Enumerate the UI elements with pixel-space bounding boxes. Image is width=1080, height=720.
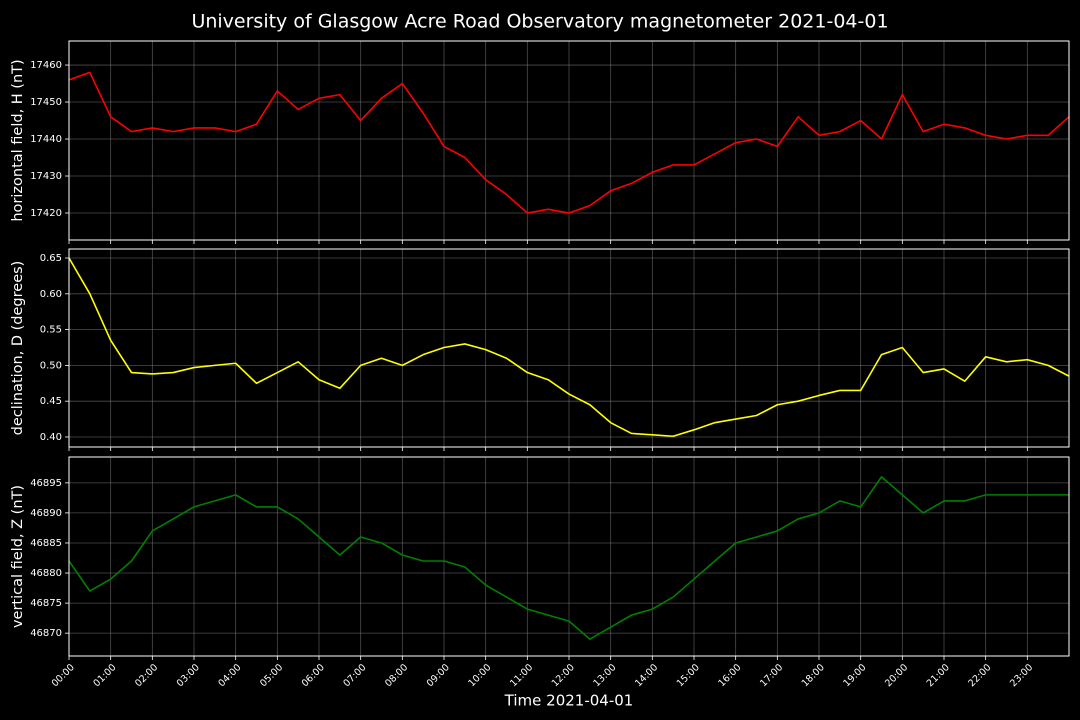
x-axis-label: Time 2021-04-01 [504, 692, 634, 710]
y-tick-label: 0.60 [40, 289, 62, 300]
panel-frame [68, 248, 1070, 448]
y-tick-label: 0.65 [40, 253, 62, 264]
data-line [68, 71, 1070, 214]
y-tick-label: 46895 [30, 478, 62, 489]
data-line [68, 257, 1070, 438]
figure-title: University of Glasgow Acre Road Observat… [191, 11, 888, 33]
y-tick-label: 0.55 [40, 325, 62, 336]
y-tick-label: 0.50 [40, 360, 62, 371]
y-tick-label: 17440 [30, 134, 62, 145]
panel-frame [68, 40, 1070, 241]
y-axis-label: vertical field, Z (nT) [10, 485, 26, 628]
y-tick-label: 46870 [30, 628, 62, 639]
data-line [68, 476, 1069, 640]
y-tick-label: 17430 [30, 171, 62, 182]
y-tick-label: 46890 [30, 508, 62, 519]
y-tick-label: 46880 [30, 568, 62, 579]
y-tick-label: 17420 [30, 208, 62, 219]
panel-frame [68, 456, 1070, 657]
y-tick-label: 17460 [30, 60, 62, 71]
y-axis-label: declination, D (degrees) [10, 261, 26, 436]
y-tick-label: 46885 [30, 538, 62, 549]
y-tick-label: 0.40 [40, 432, 62, 443]
y-tick-label: 17450 [30, 97, 62, 108]
y-axis-label: horizontal field, H (nT) [10, 59, 26, 221]
y-tick-label: 46875 [30, 598, 62, 609]
y-tick-label: 0.45 [40, 396, 62, 407]
